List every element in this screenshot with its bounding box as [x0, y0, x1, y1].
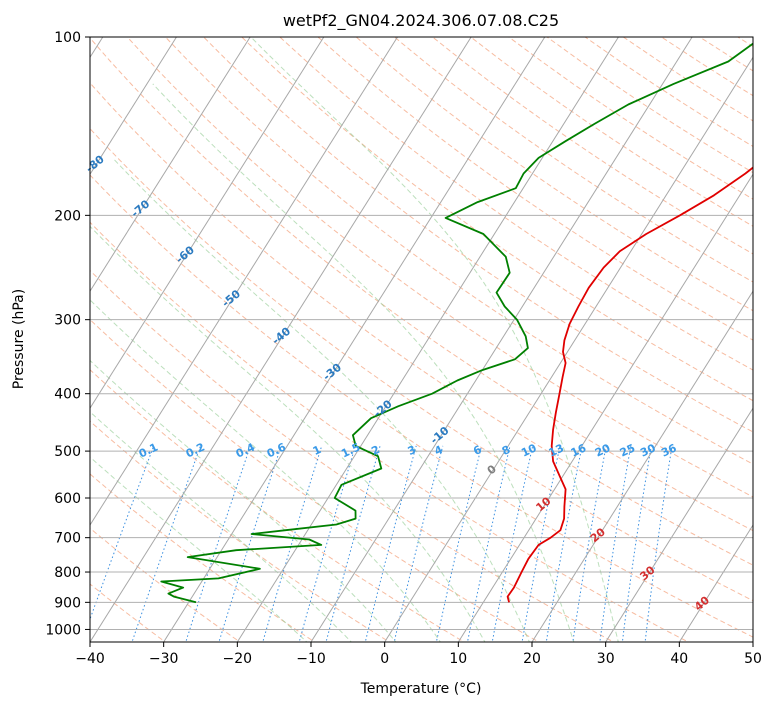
- y-tick-label: 600: [54, 491, 81, 507]
- axes-ticks: −40 −30 −20 −10 0 10 20 30 40 50 1000 900 800 700 600 5…: [45, 30, 762, 667]
- dry-adiabat: [90, 82, 753, 566]
- mixing-ratio-line: [131, 445, 201, 642]
- y-tick-label: 900: [54, 595, 81, 611]
- moist-adiabat: [112, 157, 530, 642]
- moist-adiabat: [90, 411, 353, 642]
- isotherm-line: [752, 641, 753, 642]
- mixing-ratio-line: [491, 445, 534, 642]
- x-tick-label: 20: [523, 651, 541, 667]
- mixing-ratio-line: [298, 445, 356, 642]
- plot-background: [90, 37, 753, 642]
- y-tick-label: 300: [54, 313, 81, 329]
- mixing-ratio-label: 13: [547, 441, 566, 459]
- profiles: [160, 42, 753, 604]
- dry-adiabat: [90, 37, 753, 532]
- mixing-ratio-line: [599, 445, 632, 642]
- isotherm-line: [384, 56, 753, 642]
- isotherm-line: [163, 37, 546, 642]
- isotherm-line: [457, 173, 753, 642]
- mixing-ratio-line: [364, 445, 417, 642]
- moist-adiabat: [90, 299, 442, 642]
- mixing-ratio-label: 20: [593, 441, 613, 459]
- mixing-ratio-line: [325, 445, 381, 642]
- x-tick-label: 40: [670, 651, 688, 667]
- dry-adiabat: [126, 37, 753, 498]
- y-tick-label: 500: [54, 444, 81, 460]
- mixing-ratio-label: 36: [659, 441, 679, 459]
- mixing-ratio-line: [262, 445, 323, 642]
- mixing-ratio-line: [185, 445, 251, 642]
- chart-title: wetPf2_GN04.2024.306.07.08.C25: [283, 11, 559, 31]
- x-tick-label: −10: [296, 651, 326, 667]
- moist-adiabat: [152, 83, 575, 642]
- x-tick-label: −20: [223, 651, 253, 667]
- dry-adiabat: [355, 37, 753, 312]
- mixing-ratio-label: 10: [519, 441, 539, 459]
- mixing-ratio-line: [521, 445, 561, 642]
- y-tick-label: 400: [54, 387, 81, 403]
- isotherm-line: [678, 524, 753, 642]
- isotherm-line: [90, 37, 398, 527]
- moist-adiabat: [90, 225, 486, 642]
- x-tick-label: 50: [744, 651, 762, 667]
- mixing-ratio-line: [572, 445, 607, 642]
- y-tick-label: 1000: [45, 622, 81, 638]
- dewpoint-profile: [160, 42, 753, 604]
- moist-adiabat: [90, 359, 397, 642]
- grid-lines: [90, 37, 753, 642]
- dry-adiabat: [165, 37, 753, 465]
- y-tick-label: 100: [54, 30, 81, 46]
- temperature-profile: [506, 166, 753, 603]
- isotherm-line: [90, 37, 472, 642]
- mixing-ratio-label: 16: [569, 441, 589, 459]
- y-axis-label: Pressure (hPa): [11, 289, 27, 389]
- mixing-ratio-label: 30: [638, 441, 658, 459]
- isotherm-line: [310, 37, 693, 642]
- mixing-ratio-label: 25: [618, 441, 637, 459]
- isotherm-line: [236, 37, 619, 642]
- x-tick-label: 10: [449, 651, 467, 667]
- isotherm-line: [90, 37, 251, 293]
- dry-adiabat: [90, 127, 753, 602]
- isotherm-line: [90, 37, 325, 410]
- plot-frame: [89, 36, 754, 643]
- y-tick-label: 200: [54, 208, 81, 224]
- x-tick-label: −30: [149, 651, 179, 667]
- y-tick-label: 800: [54, 565, 81, 581]
- isotherm-line: [605, 407, 753, 642]
- mixing-ratio-line: [545, 445, 583, 642]
- mixing-ratio-line: [218, 445, 282, 642]
- mixing-ratio-line: [621, 445, 652, 642]
- x-tick-label: 0: [380, 651, 389, 667]
- mixing-ratio-line: [393, 445, 444, 642]
- isotherm-line: [90, 37, 177, 176]
- dry-adiabat: [317, 37, 753, 341]
- isotherm-line: [531, 290, 753, 642]
- mixing-ratio-line: [435, 445, 482, 642]
- x-axis-label: Temperature (°C): [360, 681, 482, 697]
- x-tick-label: 30: [597, 651, 615, 667]
- y-tick-label: 700: [54, 531, 81, 547]
- x-tick-label: −40: [75, 651, 105, 667]
